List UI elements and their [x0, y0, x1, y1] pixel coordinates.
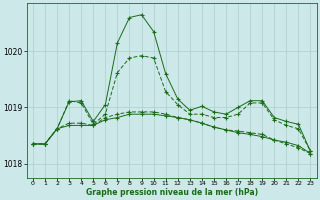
X-axis label: Graphe pression niveau de la mer (hPa): Graphe pression niveau de la mer (hPa) [86, 188, 258, 197]
